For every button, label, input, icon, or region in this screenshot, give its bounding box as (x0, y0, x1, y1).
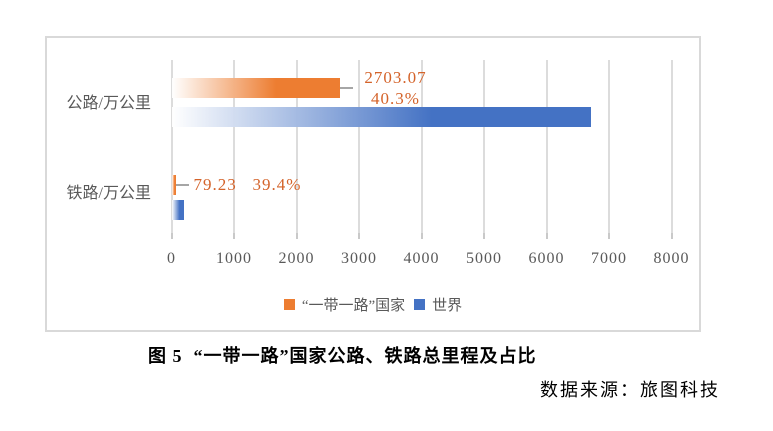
x-axis-tick-label: 6000 (528, 250, 565, 267)
x-axis-tick-label: 1000 (216, 250, 252, 267)
gridline (233, 60, 235, 233)
bar-belt-road-railways (171, 175, 177, 195)
legend-swatch-world-icon (414, 299, 426, 310)
x-axis-tick (483, 233, 485, 239)
legend-item-belt-road: “一带一路”国家 (283, 294, 406, 315)
data-label-leader-line (176, 184, 190, 186)
bar-belt-road-roads (171, 78, 341, 98)
data-label-leader-line (340, 87, 354, 89)
x-axis-tick-label: 0 (167, 250, 176, 267)
data-label: 2703.07 40.3% (364, 68, 427, 108)
x-axis-tick-label: 2000 (278, 250, 315, 267)
legend: “一带一路”国家 世界 (47, 294, 699, 315)
gridline (295, 60, 298, 233)
x-axis-tick-label: 3000 (341, 250, 377, 267)
bar-world-railways (171, 200, 185, 220)
x-axis-tick (608, 233, 610, 239)
legend-item-world: 世界 (414, 294, 462, 315)
gridline (420, 60, 423, 233)
figure-caption: 图 5 “一带一路”国家公路、铁路总里程及占比 (148, 346, 537, 366)
gridline (358, 60, 360, 233)
category-label: 铁路/万公里 (66, 185, 151, 202)
x-axis-tick-label: 8000 (653, 250, 690, 267)
gridline (608, 60, 610, 233)
legend-swatch-belt-road-icon (283, 299, 295, 310)
gridline (170, 60, 173, 233)
data-source: 数据来源：旅图科技 (540, 380, 720, 400)
chart-container: 0 1000 2000 3000 4000 5000 6000 7000 8000 公路/万公里铁… (45, 36, 701, 332)
legend-label-belt-road: “一带一路”国家 (301, 298, 406, 314)
x-axis-tick (170, 233, 173, 239)
x-axis-tick (420, 233, 423, 239)
bar-world-roads (171, 107, 591, 127)
x-axis-tick (670, 233, 673, 239)
x-axis-tick (233, 233, 235, 239)
plot-area: 0 1000 2000 3000 4000 5000 6000 7000 8000 公路/万公里铁… (47, 38, 699, 330)
data-label: 79.23 39.4% (193, 175, 302, 194)
x-axis-tick-label: 7000 (591, 250, 627, 267)
x-axis-tick-label: 4000 (403, 250, 440, 267)
category-label: 公路/万公里 (66, 95, 151, 112)
gridline (670, 60, 673, 233)
x-axis-tick (545, 233, 548, 239)
gridline (483, 60, 485, 233)
x-axis-tick (358, 233, 360, 239)
x-axis-tick-label: 5000 (466, 250, 502, 267)
legend-label-world: 世界 (432, 298, 463, 314)
x-axis-tick (295, 233, 298, 239)
gridline (545, 60, 548, 233)
